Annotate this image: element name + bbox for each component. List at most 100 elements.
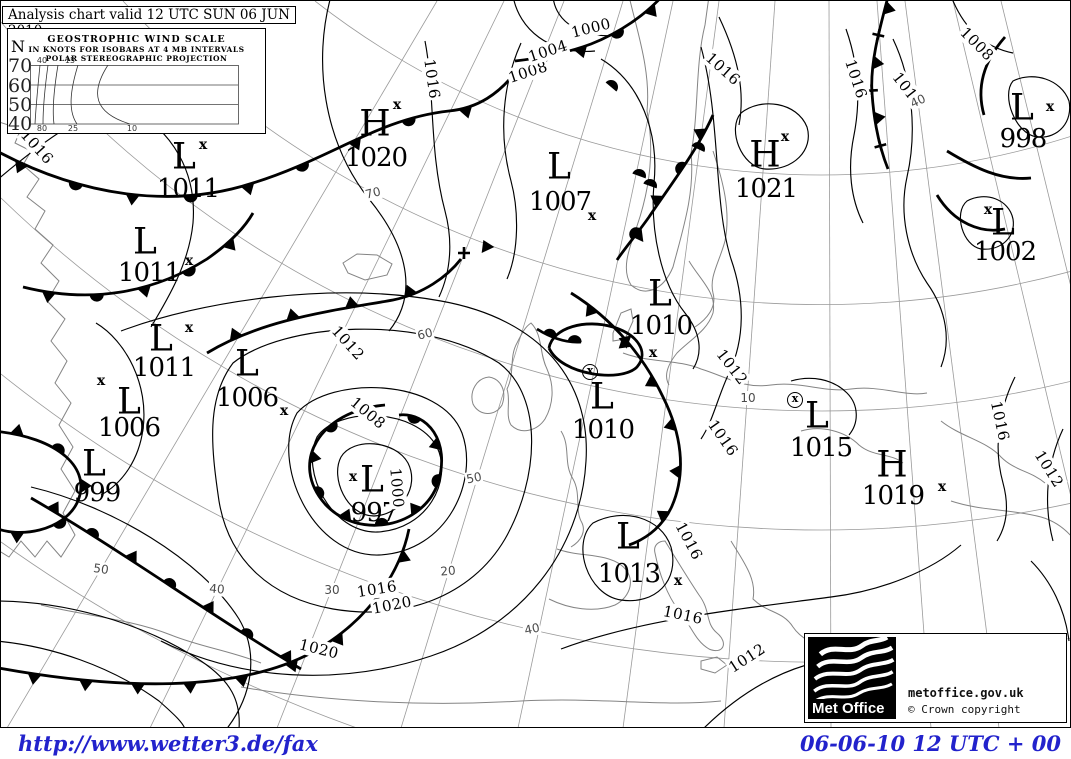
occluded-front xyxy=(1,72,517,198)
coastline xyxy=(625,1,709,292)
warm-front-symbol xyxy=(325,420,338,433)
pressure-center-letter: H xyxy=(876,444,908,486)
coastline xyxy=(548,548,631,610)
cold-front-symbol xyxy=(872,55,885,70)
analysis-title-box: Analysis chart valid 12 UTC SUN 06 JUN 2… xyxy=(2,6,296,39)
cold-front-symbol xyxy=(27,672,42,685)
pressure-center-letter: L xyxy=(1010,87,1034,129)
pressure-center-value: 999 xyxy=(73,478,122,508)
pressure-center-letter: H xyxy=(359,103,391,145)
coastline xyxy=(560,430,584,548)
pressure-center-position-mark: x xyxy=(198,137,208,153)
cold-front-symbol xyxy=(404,284,418,298)
footer-bar: http://www.wetter3.de/fax 06-06-10 12 UT… xyxy=(0,728,1071,759)
cold-front-symbol xyxy=(279,650,292,664)
pressure-center-letter: L xyxy=(82,443,106,485)
warm-front-symbol xyxy=(610,28,624,39)
weather-map: L 1011 x L 1011 x L 1011 x L 1006 x L 999 L 1006 x L 997 x L… xyxy=(0,0,1071,728)
coastline xyxy=(506,322,553,432)
cold-front-symbol xyxy=(348,137,361,151)
coastline xyxy=(666,260,715,386)
isobar xyxy=(1,600,240,727)
met-office-waves-icon xyxy=(813,634,895,703)
isobar xyxy=(582,514,674,602)
met-office-website: metoffice.gov.uk xyxy=(908,686,1024,700)
warm-front-symbol xyxy=(163,578,177,589)
pressure-center-position-mark: x xyxy=(780,129,790,145)
pressure-center-letter: L xyxy=(991,202,1015,244)
front-segment xyxy=(979,36,1007,116)
wind-scale-tick: 40 xyxy=(36,56,48,65)
coastline xyxy=(622,352,928,395)
wind-scale-grid xyxy=(30,65,239,125)
pressure-center-position-mark: x xyxy=(587,208,597,224)
cold-front-symbol xyxy=(182,682,197,694)
isobar xyxy=(959,196,1014,250)
wetter3-fax-link[interactable]: http://www.wetter3.de/fax xyxy=(18,731,318,756)
wind-scale-north-label: N xyxy=(11,37,25,56)
cold-front-symbol xyxy=(331,632,344,646)
graticule-label: 20 xyxy=(438,563,458,579)
warm-front-symbol xyxy=(313,486,325,500)
coastline xyxy=(654,540,724,651)
wind-scale-title: GEOSTROPHIC WIND SCALE xyxy=(47,34,226,45)
cold-front-symbol xyxy=(345,296,359,309)
pressure-center-value: 1019 xyxy=(861,481,925,511)
coastline xyxy=(800,428,904,464)
pressure-center-position-mark: x xyxy=(184,320,194,336)
wind-scale-tick: 15 xyxy=(64,56,76,65)
cold-front xyxy=(570,291,682,547)
coastline xyxy=(694,150,728,328)
coastline xyxy=(240,686,722,704)
geostrophic-wind-scale-box: GEOSTROPHIC WIND SCALE IN KNOTS FOR ISOB… xyxy=(7,28,266,135)
wind-scale-lat-50: 50 xyxy=(8,94,33,116)
pressure-center-letter: L xyxy=(590,376,614,418)
cold-front-symbol xyxy=(873,111,886,126)
chart-datetime: 06-06-10 12 UTC + 00 xyxy=(799,731,1061,756)
cold-front-symbol xyxy=(222,237,236,251)
cold-front-symbol xyxy=(573,45,588,59)
pressure-center-value: 1020 xyxy=(344,143,408,173)
pressure-center-letter: L xyxy=(616,516,640,558)
pressure-center-position-mark: x xyxy=(787,392,803,408)
graticule-label: 30 xyxy=(323,583,341,597)
cold-front-symbol xyxy=(693,128,707,141)
warm-front-symbol xyxy=(89,294,104,302)
warm-front-symbol xyxy=(605,80,618,92)
cold-front-symbol xyxy=(309,449,322,464)
pressure-center-value: 1021 xyxy=(734,174,798,204)
cold-front-symbol xyxy=(663,417,677,432)
plus-front-symbol xyxy=(458,247,470,259)
standalone-front-symbols xyxy=(458,80,705,349)
cold-front-symbol xyxy=(630,229,644,242)
crown-copyright: © Crown copyright xyxy=(908,703,1021,716)
pressure-center-letter: L xyxy=(805,395,829,437)
cold-front-symbol xyxy=(229,327,243,341)
warm-front-symbol xyxy=(691,142,705,152)
plus-front-symbol xyxy=(874,139,887,152)
occluded-front xyxy=(22,212,255,297)
warm-front-symbol xyxy=(543,328,557,339)
warm-front-symbol xyxy=(643,179,657,189)
coastline xyxy=(40,604,262,664)
pressure-center-value: 1011 xyxy=(132,353,196,383)
pressure-center-value: 1011 xyxy=(117,258,181,288)
pressure-center-position-mark: x xyxy=(279,403,289,419)
pressure-center-letter: L xyxy=(149,318,173,360)
cold-front-symbol xyxy=(338,508,352,522)
warm-front-symbol xyxy=(407,414,422,424)
wind-scale-tick: 25 xyxy=(67,124,79,133)
isobar xyxy=(790,377,857,436)
pressure-center-value: 1002 xyxy=(973,237,1037,267)
pressure-center-position-mark: x xyxy=(348,469,358,485)
pressure-center-value: 998 xyxy=(999,124,1048,154)
wind-scale-tick: 10 xyxy=(126,124,138,133)
cold-front xyxy=(206,258,463,355)
pressure-center-letter: L xyxy=(547,146,571,188)
cold-front-symbol xyxy=(10,532,25,544)
pressure-center-value: 1006 xyxy=(97,413,161,443)
cold-front-symbol xyxy=(124,550,137,564)
coastlines xyxy=(1,1,1070,704)
cold-front-symbol xyxy=(650,195,664,208)
isobar xyxy=(1008,76,1070,138)
